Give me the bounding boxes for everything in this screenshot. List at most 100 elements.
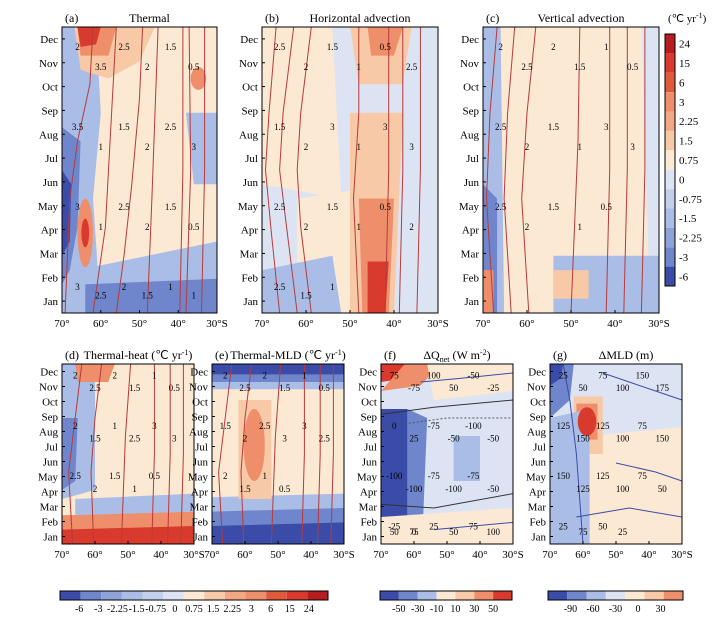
contour-label: 2 [73, 370, 78, 380]
month-label: Aug [189, 427, 208, 439]
month-label: Sep [42, 105, 59, 117]
month-label: Jan [243, 296, 258, 308]
panel-letter: (f) [384, 348, 396, 362]
contour-label: 3 [75, 282, 80, 292]
lat-label: 50° [120, 549, 135, 561]
contour-label: 50 [390, 527, 400, 537]
panel-g: Jan Feb Mar Apr May Jun Jul Aug Sep Oct Nov Dec 70° 6… [526, 348, 693, 561]
month-label: Jul [466, 153, 479, 165]
contour-line [615, 462, 683, 482]
colorbar-bottom-main: -6 -3 -2.25 -1.5 -0.75 0 0.75 1.5 2.25 3 6 15 24 [59, 590, 329, 615]
contour-label: 1.5 [165, 42, 177, 52]
contour-label: 2 [223, 370, 228, 380]
month-label: Mar [240, 248, 259, 260]
contour-line [146, 26, 159, 314]
colorbar-segment [567, 591, 587, 600]
contour-label: 2.5 [239, 383, 251, 393]
contour-label: 3 [172, 433, 177, 443]
month-label: Oct [361, 397, 377, 409]
contour-label: 50 [449, 527, 459, 537]
colorbar-segment [665, 169, 675, 190]
month-label: May [526, 472, 547, 484]
shade-region [367, 261, 389, 313]
contour-label: 1 [357, 142, 362, 152]
colorbar-segment [266, 591, 287, 600]
colorbar-frame [547, 590, 684, 601]
colorbar-tick-label: 50 [488, 604, 498, 615]
month-label: Sep [530, 412, 547, 424]
contour-label: 75 [598, 370, 608, 380]
contour-label: 1.5 [327, 202, 339, 212]
colorbar-segment [493, 591, 512, 600]
month-label: Oct [192, 397, 208, 409]
contour-line [179, 27, 184, 314]
shade-region [381, 364, 441, 391]
contour-label: 1 [357, 222, 362, 232]
colorbar-segment [665, 72, 675, 93]
colorbar-segment [663, 591, 683, 600]
panel-title: Thermal [129, 11, 170, 25]
lat-label: 70° [54, 318, 69, 330]
colorbar-tick-label: -0.75 [145, 604, 166, 615]
lat-label: 30°S [333, 549, 355, 561]
month-label: Sep [361, 412, 378, 424]
contour-label: 125 [576, 484, 590, 494]
month-label: Mar [40, 502, 59, 514]
contour-label: 0.5 [149, 471, 161, 481]
lat-label: 30°S [206, 318, 228, 330]
title-sup: -2 [480, 348, 487, 357]
contour-label: 150 [636, 370, 650, 380]
shade-region [550, 364, 564, 386]
contour-label: 25 [429, 522, 439, 532]
contour-label: 2 [525, 222, 530, 232]
contour-label: 2.5 [521, 62, 533, 72]
contour-label: 2 [113, 370, 118, 380]
month-label: Dec [359, 367, 377, 379]
contour-line [521, 26, 537, 314]
month-label: Nov [460, 58, 479, 70]
contour-label: 3 [282, 433, 287, 443]
shade-region [62, 418, 78, 490]
lat-label: 30°S [648, 318, 670, 330]
contour-line [64, 26, 94, 314]
colorbar-segment [665, 130, 675, 151]
panel-letter: (b) [265, 11, 279, 25]
colorbar-tick-label: -1.5 [679, 213, 697, 225]
colorbar-right: 24 15 6 3 2.25 1.5 0.75 0 -0.75 -1.5 -2.25 -3 -6 (℃ y… [664, 11, 707, 287]
title-text: Horizontal advection [310, 11, 411, 25]
colorbar-segment [121, 591, 143, 600]
contour-line [240, 363, 253, 545]
unit-text: (℃ yr [668, 13, 696, 25]
colorbar-segment [665, 266, 675, 286]
lat-label: 60° [519, 318, 534, 330]
lat-label: 40° [171, 318, 186, 330]
title-text: Vertical advection [538, 11, 625, 25]
shade-region [85, 278, 217, 313]
shade-region [407, 409, 428, 517]
panel-letter: (d) [65, 348, 79, 362]
contour-label: 1 [99, 142, 104, 152]
panel-letter: (g) [553, 348, 567, 362]
contour-label: -75 [467, 471, 479, 481]
lat-label: 50° [132, 318, 147, 330]
colorbar-segment [436, 591, 456, 600]
colorbar-segment [665, 34, 675, 54]
contour-label: -100 [465, 421, 482, 431]
contour-line [90, 363, 103, 545]
contour-label: 1.5 [279, 383, 291, 393]
panel-title: ΔQnet (W m-2) [423, 348, 490, 364]
colorbar-tick-label: 15 [679, 58, 691, 70]
month-label: Jan [464, 296, 479, 308]
month-label: Apr [41, 487, 58, 499]
month-label: Sep [192, 412, 209, 424]
contour-label: 2 [73, 421, 78, 431]
colorbar-segment [665, 111, 675, 131]
colorbar-tick-label: 1.5 [207, 604, 220, 615]
contour-label: 2.5 [274, 42, 286, 52]
colorbar-tick-label: 0 [172, 604, 177, 615]
contour-label: 2.5 [89, 383, 101, 393]
contour-label: 25 [559, 522, 569, 532]
contour-label: 2.5 [495, 122, 507, 132]
month-label: Apr [462, 225, 479, 237]
contour-label: 75 [410, 527, 420, 537]
